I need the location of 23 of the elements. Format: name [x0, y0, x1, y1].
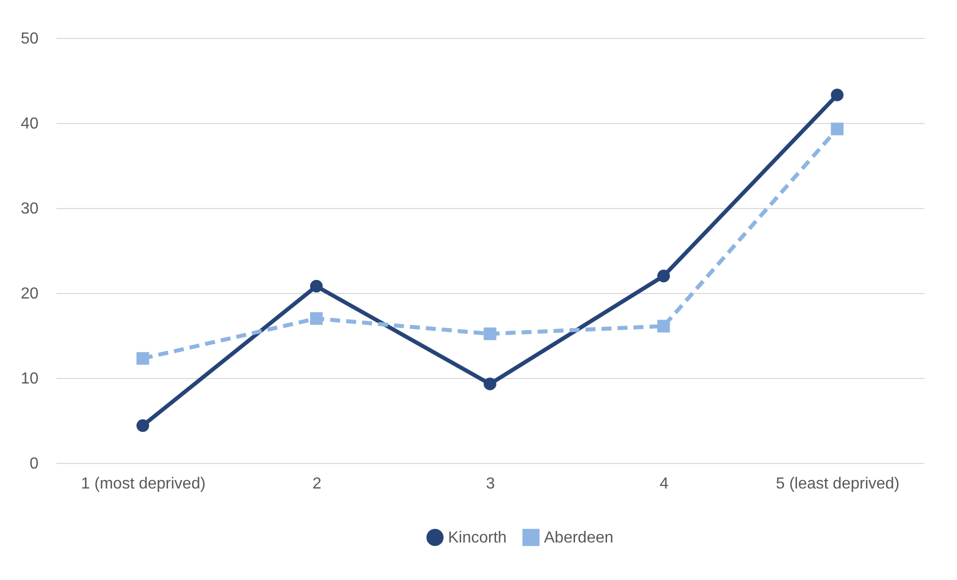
point	[484, 327, 496, 340]
point	[830, 88, 844, 102]
x-tick-label: 5 (least deprived)	[776, 476, 900, 492]
legend-label: Kincorth	[448, 529, 507, 546]
point	[136, 352, 150, 365]
y-tick-label: 10	[20, 370, 39, 388]
legend-label: Aberdeen	[544, 529, 614, 546]
point	[310, 312, 323, 325]
point	[484, 378, 496, 390]
y-tick-label: 30	[20, 200, 39, 218]
x-tick-label: 3	[486, 476, 496, 492]
y-tick-label: 50	[20, 30, 39, 48]
y-tick-label: 20	[20, 286, 39, 302]
point	[657, 270, 670, 282]
x-tick-label: 2	[312, 476, 322, 492]
point	[830, 122, 844, 136]
point	[136, 419, 150, 432]
x-tick-label: 1 (most deprived)	[81, 476, 206, 492]
point	[310, 280, 323, 293]
point	[657, 320, 670, 332]
y-tick-label: 40	[20, 116, 39, 132]
y-tick-label: 0	[30, 456, 39, 472]
x-tick-label: 4	[660, 476, 669, 492]
